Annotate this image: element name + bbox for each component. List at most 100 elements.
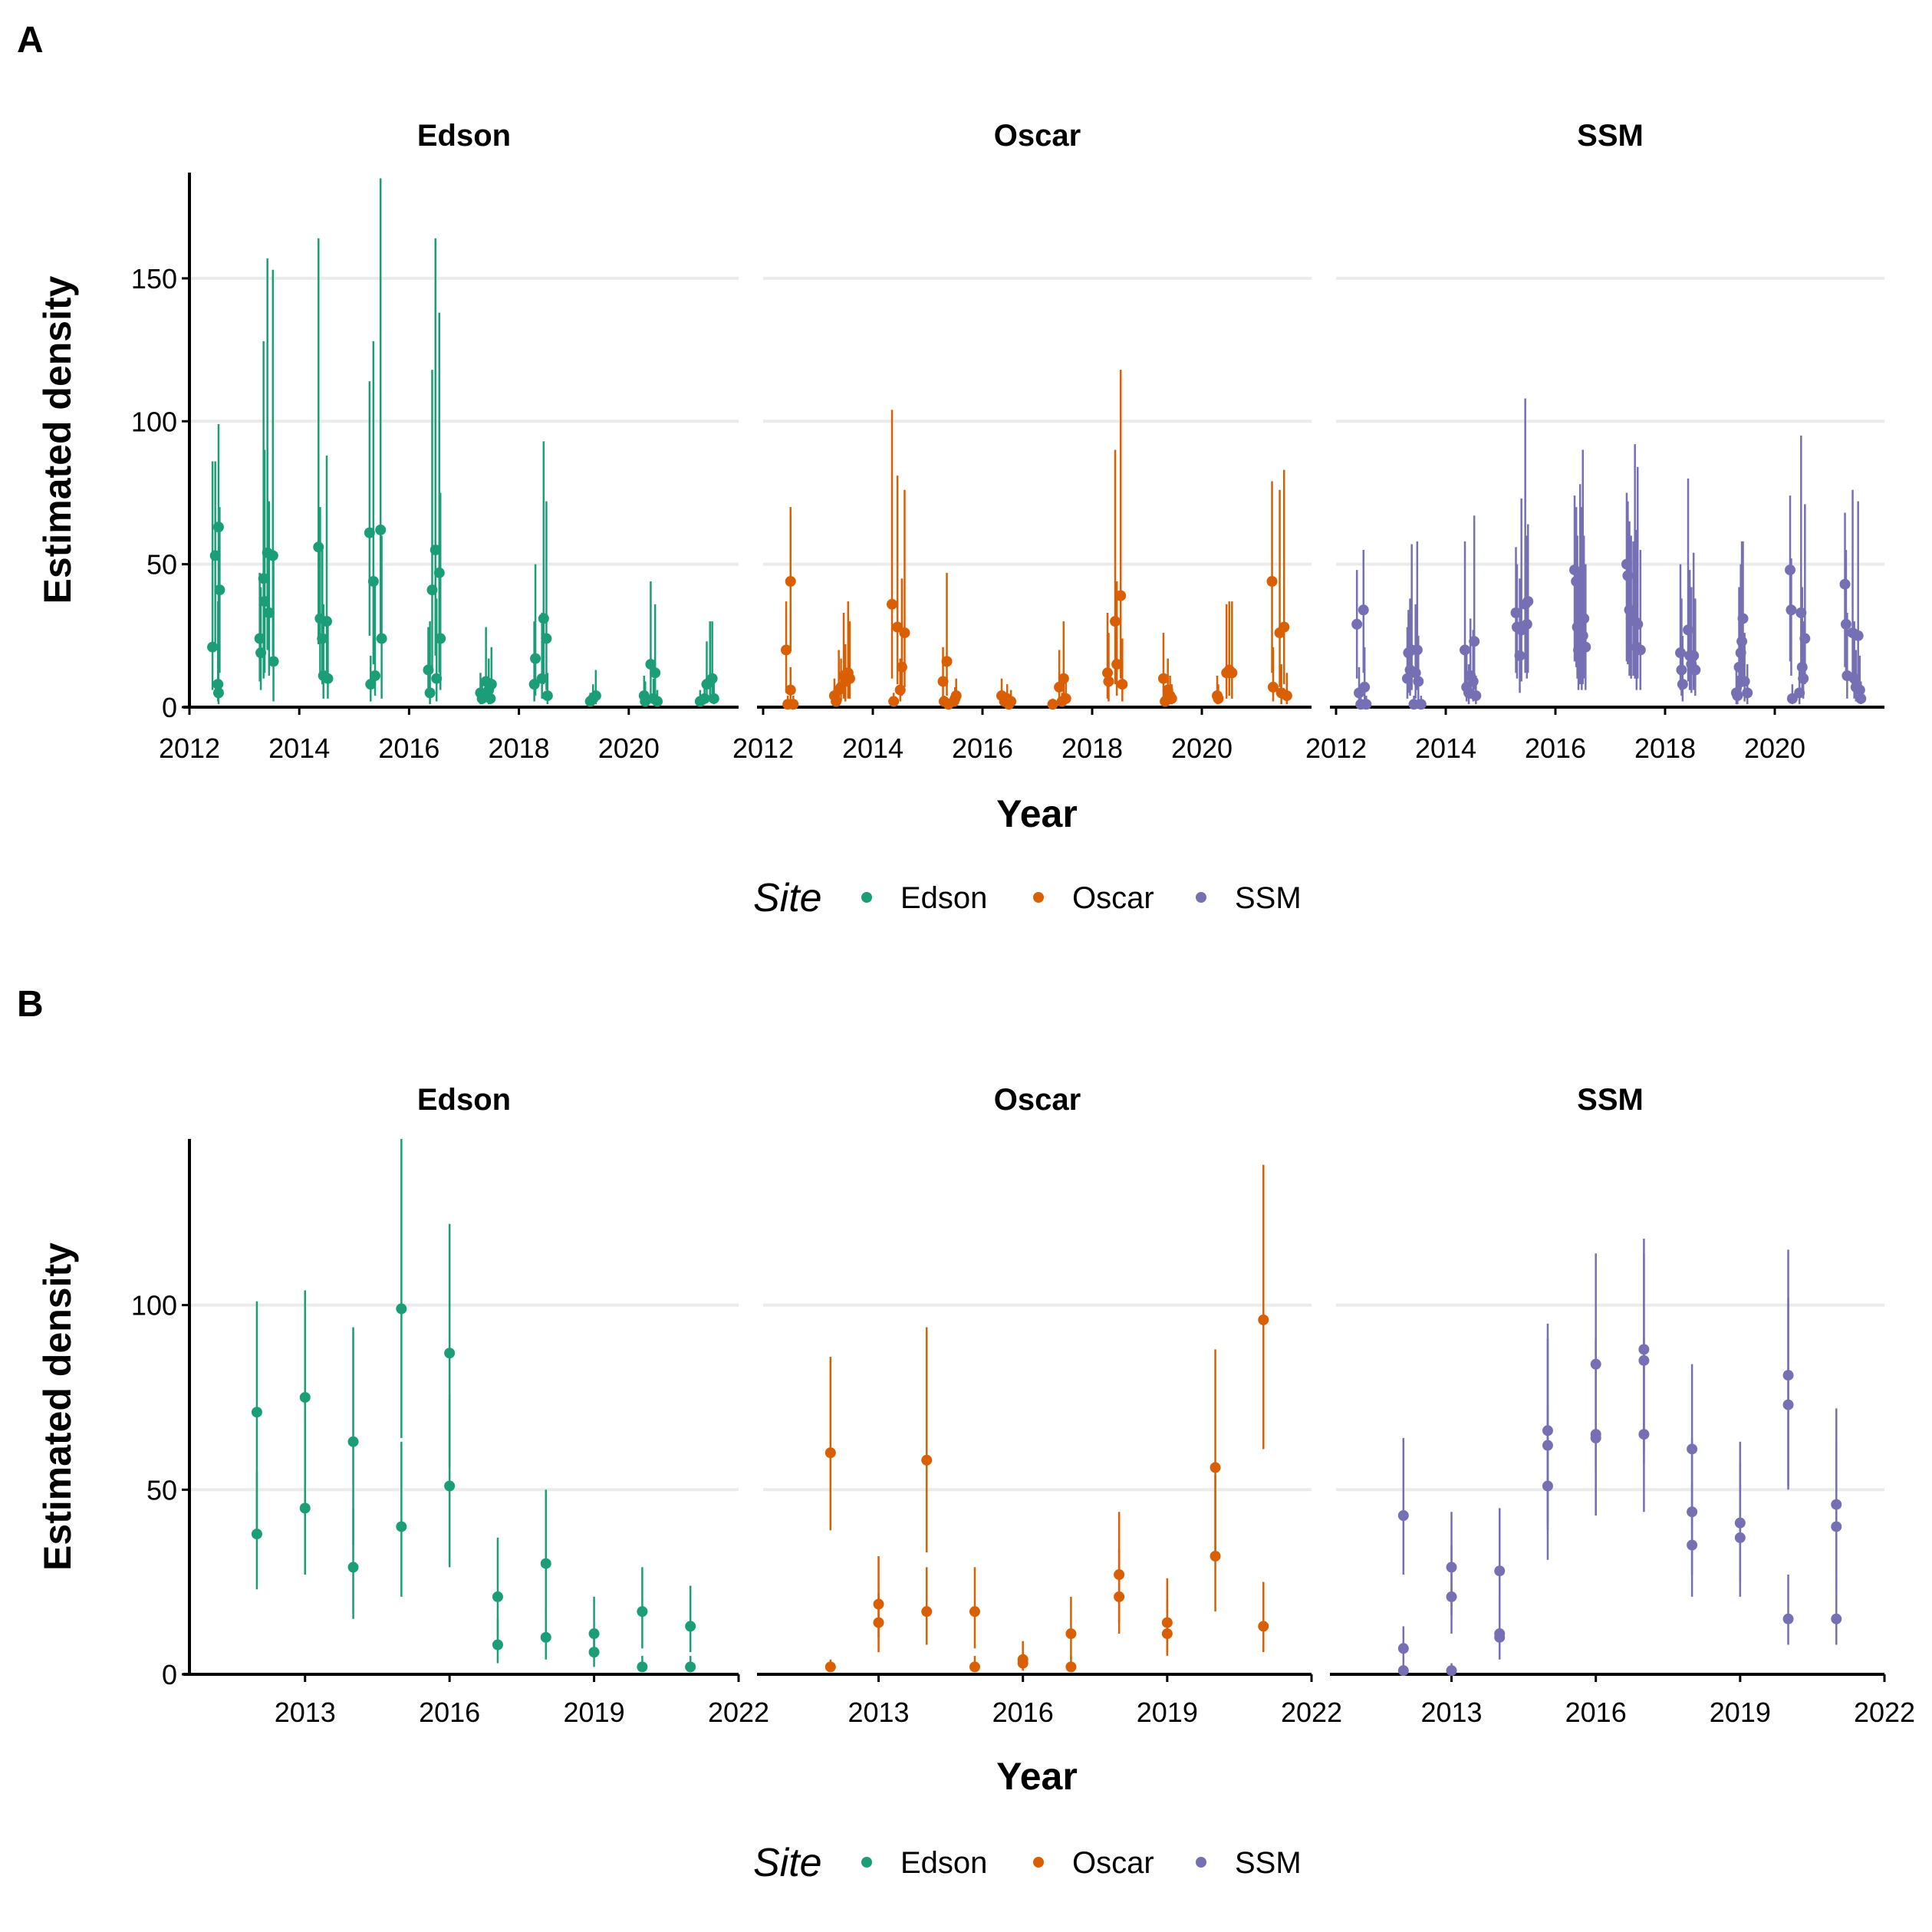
data-point: [376, 633, 387, 644]
data-point: [1065, 1628, 1077, 1640]
data-point: [207, 641, 219, 653]
data-point: [1514, 650, 1526, 661]
data-point: [1622, 570, 1634, 581]
data-point: [1161, 1617, 1173, 1628]
data-point: [536, 673, 548, 684]
data-point: [1522, 596, 1534, 607]
data-point: [347, 1436, 359, 1447]
data-point: [1854, 684, 1865, 696]
legend-label: Oscar: [1072, 1846, 1154, 1880]
legend-title: Site: [753, 876, 822, 920]
data-point: [485, 679, 497, 690]
data-point: [1542, 1480, 1553, 1492]
data-point: [1638, 1354, 1650, 1366]
data-point: [1281, 690, 1292, 702]
data-point: [1734, 1532, 1746, 1543]
x-tick-label: 2012: [732, 732, 794, 764]
x-axis-title: Year: [996, 792, 1078, 835]
data-point: [540, 1631, 551, 1643]
facet-ssm: SSM 2013 2016 2019 2022: [1330, 1083, 1915, 1728]
y-tick-label: 100: [131, 1290, 177, 1321]
data-point: [844, 673, 855, 684]
data-point: [1734, 1517, 1746, 1529]
data-point: [1054, 681, 1065, 693]
x-tick-label: 2014: [1415, 732, 1476, 764]
panel-B: B Estimated density Edson 0 50 100 2013 2016 201…: [17, 984, 1915, 1885]
data-point: [1047, 699, 1058, 710]
data-point: [785, 684, 796, 696]
data-point: [1446, 1665, 1457, 1677]
data-point: [258, 573, 269, 584]
data-point: [1397, 1510, 1409, 1522]
data-point: [426, 584, 438, 596]
data-point: [1831, 1499, 1842, 1510]
x-tick-label: 2019: [1137, 1697, 1198, 1728]
facet-ssm: SSM 2012 2014 2016 2018 2020: [1305, 119, 1884, 764]
data-point: [1111, 659, 1123, 670]
legend-key-oscar: [1033, 1857, 1044, 1868]
facet-edson: Edson 0 50 100 150 2012 2014 2016 2018 2020: [131, 119, 739, 764]
data-point: [444, 1480, 456, 1492]
facet-title: SSM: [1577, 119, 1644, 153]
data-point: [370, 670, 381, 681]
legend-label: SSM: [1235, 1846, 1302, 1880]
data-point: [1542, 1440, 1553, 1451]
data-point: [1267, 681, 1279, 693]
data-point: [1397, 1643, 1409, 1654]
facet-title: SSM: [1577, 1083, 1644, 1117]
data-point: [1590, 1358, 1601, 1370]
data-point: [650, 667, 661, 679]
data-point: [430, 545, 441, 555]
data-point: [1460, 644, 1471, 656]
facet-oscar: Oscar 2013 2016 2019 2022: [757, 1083, 1342, 1728]
data-point: [209, 550, 221, 561]
data-point: [1855, 693, 1867, 704]
data-point: [375, 524, 387, 535]
data-point: [824, 1661, 836, 1673]
data-point: [1494, 1631, 1506, 1643]
data-point: [1114, 1569, 1125, 1581]
data-point: [259, 596, 271, 607]
data-point: [1795, 607, 1807, 618]
data-point: [937, 676, 949, 687]
data-point: [1634, 644, 1646, 656]
data-point: [485, 693, 496, 704]
data-point: [1166, 693, 1177, 704]
data-point: [1117, 679, 1128, 690]
data-point: [1103, 676, 1114, 687]
data-point: [590, 690, 601, 702]
data-point: [1742, 687, 1753, 699]
data-point: [1739, 676, 1750, 687]
data-point: [299, 1502, 311, 1514]
data-point: [365, 679, 377, 690]
data-point: [1785, 564, 1796, 576]
data-point: [1279, 621, 1290, 633]
data-point: [873, 1598, 884, 1610]
data-point: [433, 567, 445, 578]
data-point: [1065, 1661, 1077, 1673]
data-point: [492, 1591, 503, 1602]
data-point: [637, 1606, 648, 1618]
data-point: [255, 647, 267, 659]
data-point: [1796, 661, 1808, 673]
x-tick-label: 2016: [419, 1697, 480, 1728]
data-point: [640, 696, 651, 707]
data-point: [1161, 1628, 1173, 1640]
legend-label: Edson: [900, 881, 987, 915]
data-point: [254, 633, 265, 644]
data-point: [781, 644, 792, 656]
data-point: [699, 693, 710, 704]
data-point: [1115, 590, 1127, 601]
data-point: [1683, 624, 1694, 636]
data-point: [1782, 1370, 1794, 1381]
x-tick-label: 2022: [1281, 1697, 1342, 1728]
x-tick-label: 2018: [1061, 732, 1123, 764]
data-point: [921, 1454, 933, 1466]
data-point: [1058, 673, 1069, 684]
data-point: [540, 1558, 551, 1569]
legend-label: Oscar: [1072, 881, 1154, 915]
data-point: [588, 1628, 600, 1640]
data-point: [1114, 1591, 1125, 1602]
data-point: [322, 673, 334, 684]
